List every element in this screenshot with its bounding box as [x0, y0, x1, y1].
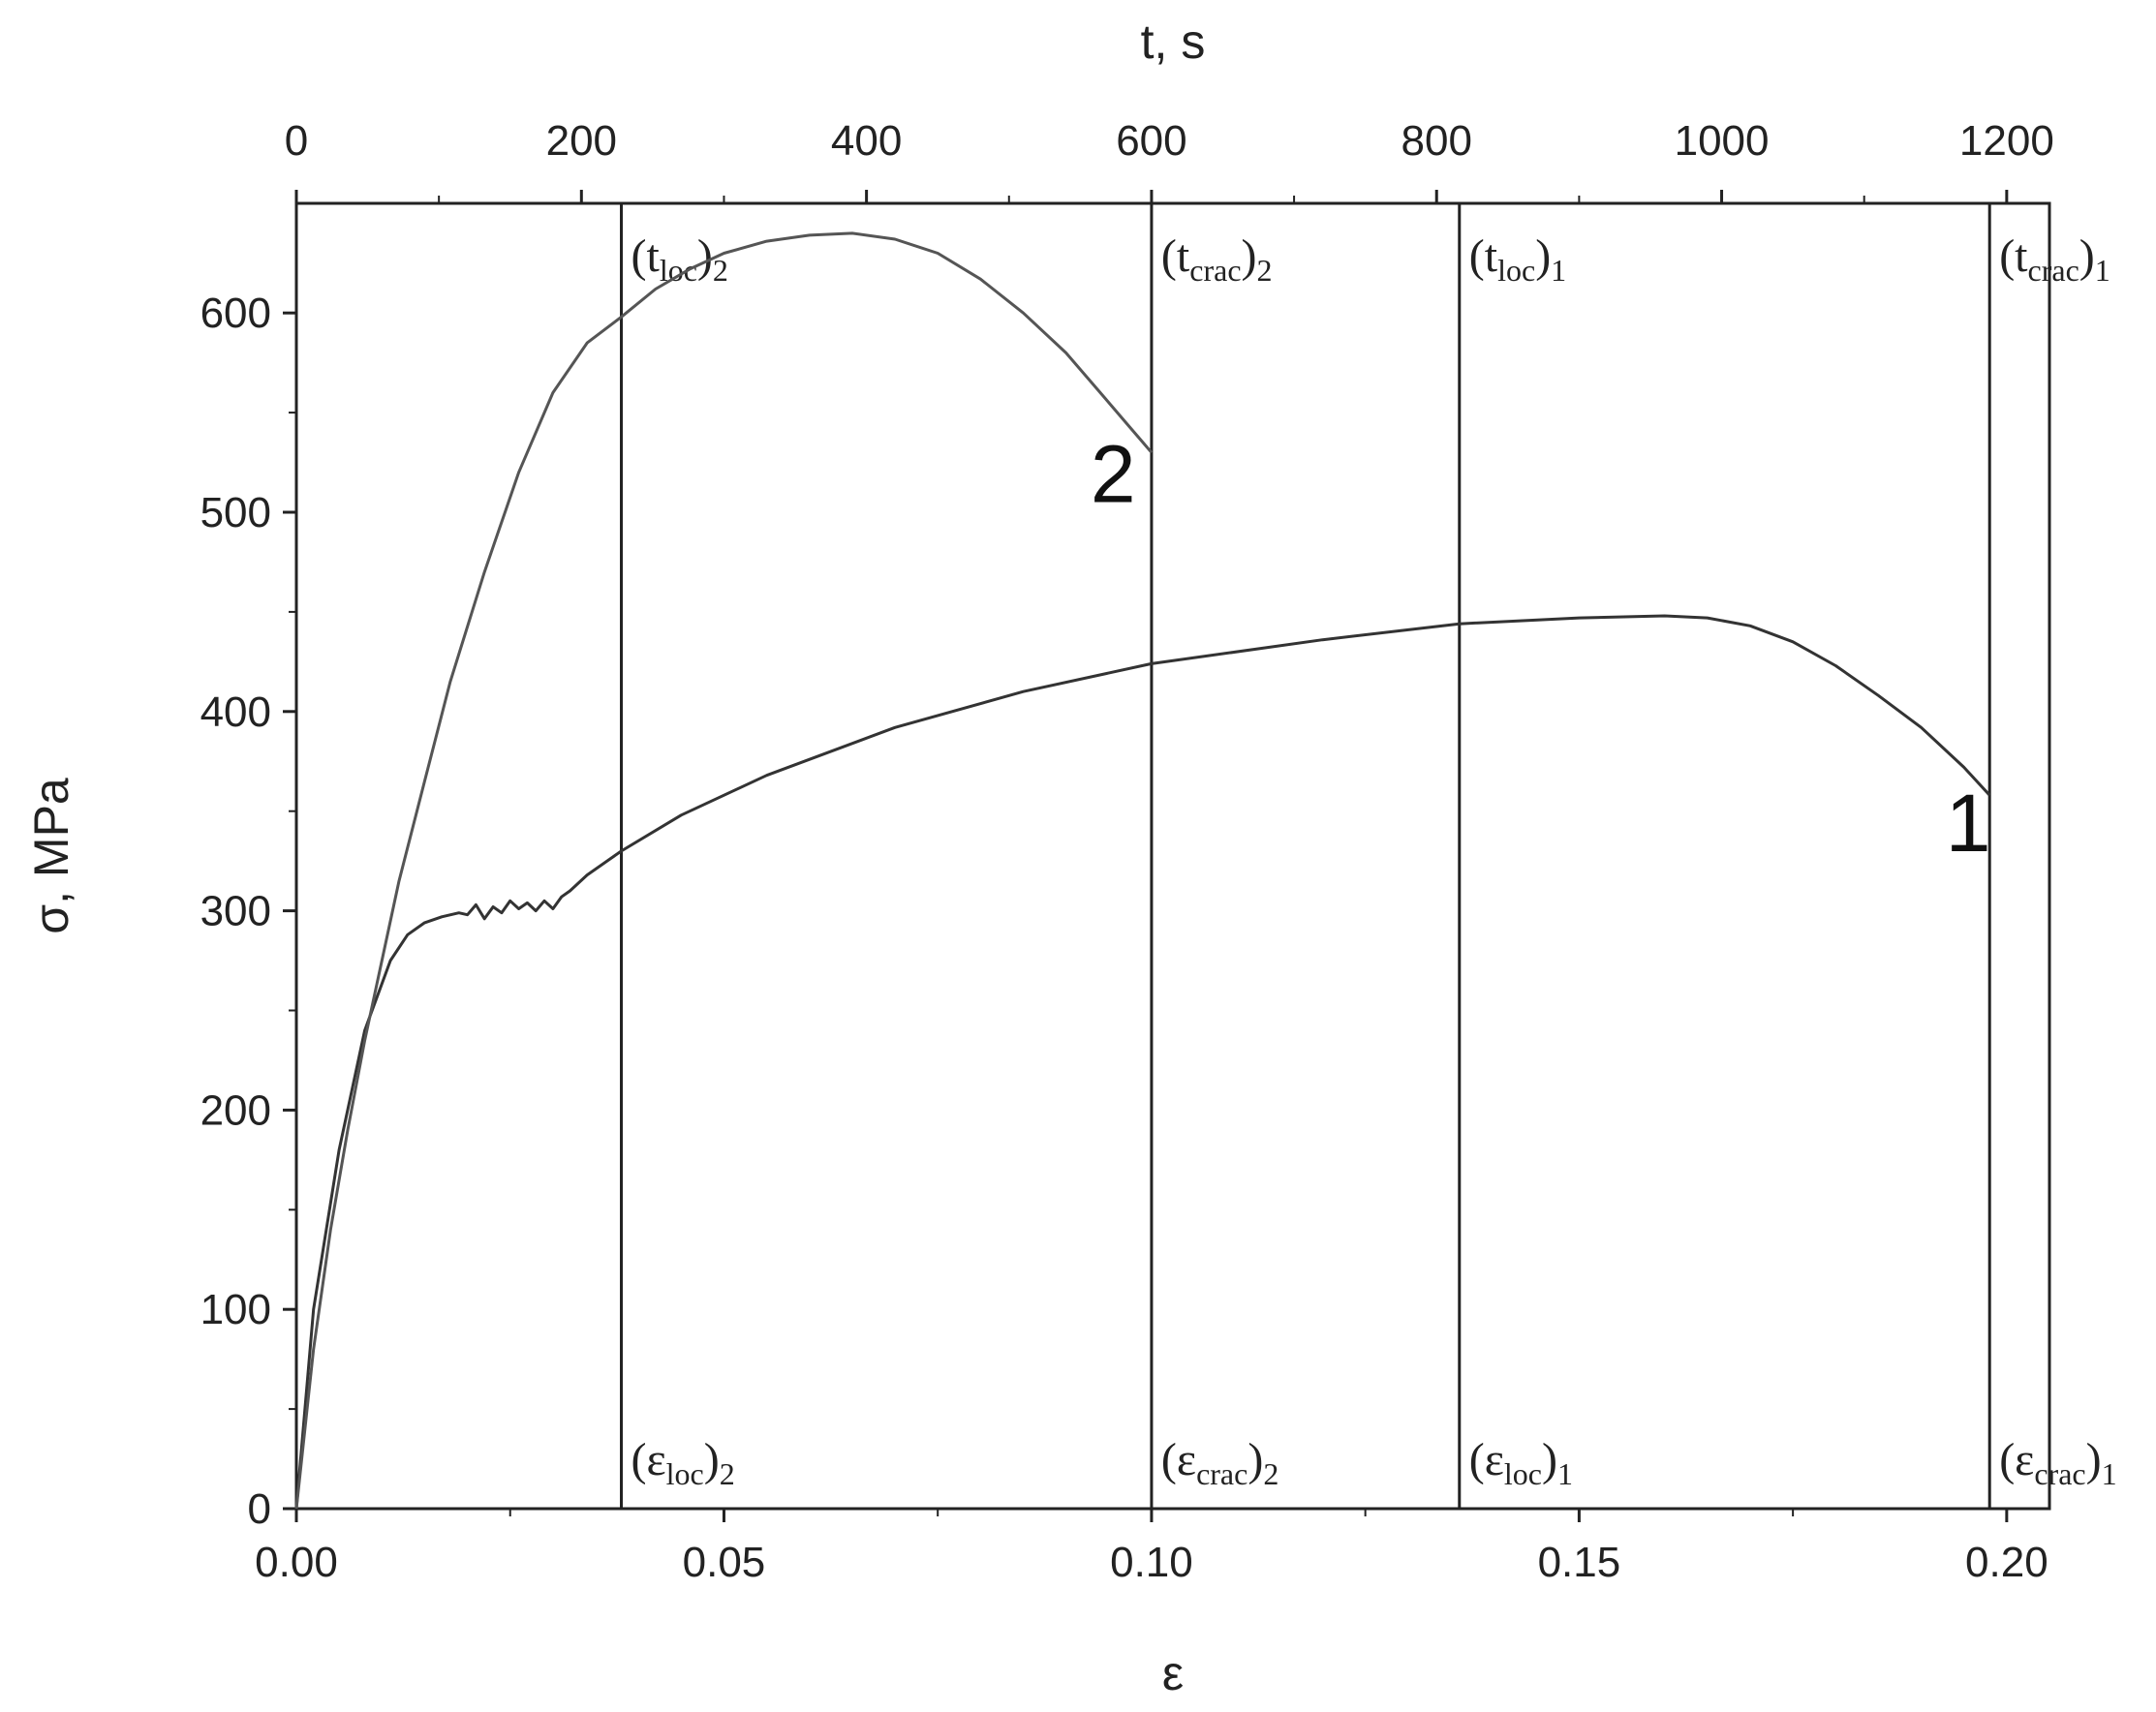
x-tick-label: 0.00: [255, 1539, 338, 1586]
marker-top-label-index: 1: [2095, 253, 2110, 288]
x2-tick-label: 200: [546, 117, 617, 165]
y-tick-label: 200: [200, 1086, 271, 1134]
curve-label: 2: [1091, 429, 1136, 520]
x2-tick-label: 400: [831, 117, 902, 165]
marker-top-label-sub: crac: [1189, 253, 1241, 288]
marker-top-label-close: ): [1242, 230, 1257, 282]
y-axis-title: σ, MPa: [24, 778, 78, 934]
marker-top-label-close: ): [1535, 230, 1551, 282]
marker-top-label-close: ): [697, 230, 713, 282]
marker-bottom-label-close: ): [1542, 1434, 1557, 1485]
series-layer: [294, 231, 1991, 1510]
series-line-2: [294, 231, 1154, 1510]
marker-top-label-sub: loc: [1497, 253, 1535, 288]
marker-bottom-label: (εcrac)1: [1999, 1434, 2116, 1491]
x-axis-title: ε: [1162, 1646, 1184, 1700]
marker-bottom-label-main: (ε: [631, 1434, 666, 1485]
marker-top-label: (tcrac)1: [1999, 230, 2110, 288]
x2-tick-label: 1200: [1959, 117, 2054, 165]
marker-top-label-main: (t: [631, 230, 661, 282]
marker-bottom-label-main: (ε: [1469, 1434, 1504, 1485]
marker-bottom-label-sub: crac: [2034, 1456, 2085, 1491]
marker-top-label-index: 2: [713, 253, 728, 288]
ticks-layer: 0.00 0.05 0.10 0.15 0.20 0 100 200 300 400 500 600 0…: [200, 117, 2054, 1586]
marker-top-label-main: (t: [1161, 230, 1190, 282]
marker-top-label-sub: crac: [2028, 253, 2079, 288]
marker-bottom-label-sub: loc: [666, 1456, 704, 1491]
x2-tick-label: 800: [1401, 117, 1472, 165]
y-tick-label: 0: [248, 1485, 271, 1533]
y-tick-label: 600: [200, 290, 271, 337]
marker-bottom-label: (εcrac)2: [1161, 1434, 1278, 1491]
marker-top-label: (tloc)2: [631, 230, 728, 288]
marker-top-label-main: (t: [1469, 230, 1498, 282]
x2-tick-label: 1000: [1675, 117, 1770, 165]
marker-bottom-label-index: 2: [1263, 1456, 1278, 1491]
marker-bottom-label: (εloc)1: [1469, 1434, 1573, 1491]
marker-bottom-label-main: (ε: [1999, 1434, 2034, 1485]
marker-bottom-label-index: 2: [720, 1456, 735, 1491]
marker-bottom-label-index: 1: [1557, 1456, 1573, 1491]
y-tick-label: 100: [200, 1286, 271, 1333]
plot-frame: [294, 201, 2051, 1511]
marker-bottom-label-main: (ε: [1161, 1434, 1196, 1485]
labels-layer: 21: [1091, 429, 1991, 869]
markers-layer: (tloc)2(εloc)2(tcrac)2(εcrac)2(tloc)1(εl…: [620, 203, 2117, 1509]
y-tick-label: 300: [200, 888, 271, 935]
x2-tick-label: 0: [285, 117, 308, 165]
marker-bottom-label-sub: loc: [1504, 1456, 1542, 1491]
x2-axis-title: t, s: [1141, 15, 1206, 69]
series-line-1: [294, 614, 1991, 1510]
x-tick-label: 0.05: [683, 1539, 766, 1586]
marker-bottom-label-close: ): [2086, 1434, 2102, 1485]
marker-top-label-main: (t: [1999, 230, 2028, 282]
x-tick-label: 0.20: [1965, 1539, 2048, 1586]
marker-top-label-close: ): [2079, 230, 2095, 282]
marker-top-label-index: 2: [1257, 253, 1273, 288]
x-tick-label: 0.15: [1538, 1539, 1621, 1586]
marker-bottom-label-close: ): [1247, 1434, 1263, 1485]
marker-bottom-label-close: ): [704, 1434, 720, 1485]
y-tick-label: 400: [200, 688, 271, 736]
marker-bottom-label-index: 1: [2102, 1456, 2117, 1491]
marker-top-label: (tloc)1: [1469, 230, 1566, 288]
y-tick-label: 500: [200, 489, 271, 536]
x-tick-label: 0.10: [1110, 1539, 1193, 1586]
marker-bottom-label: (εloc)2: [631, 1434, 735, 1491]
curve-label: 1: [1946, 778, 1991, 869]
marker-top-label: (tcrac)2: [1161, 230, 1273, 288]
x2-tick-label: 600: [1116, 117, 1186, 165]
marker-bottom-label-sub: crac: [1196, 1456, 1247, 1491]
marker-top-label-index: 1: [1551, 253, 1566, 288]
